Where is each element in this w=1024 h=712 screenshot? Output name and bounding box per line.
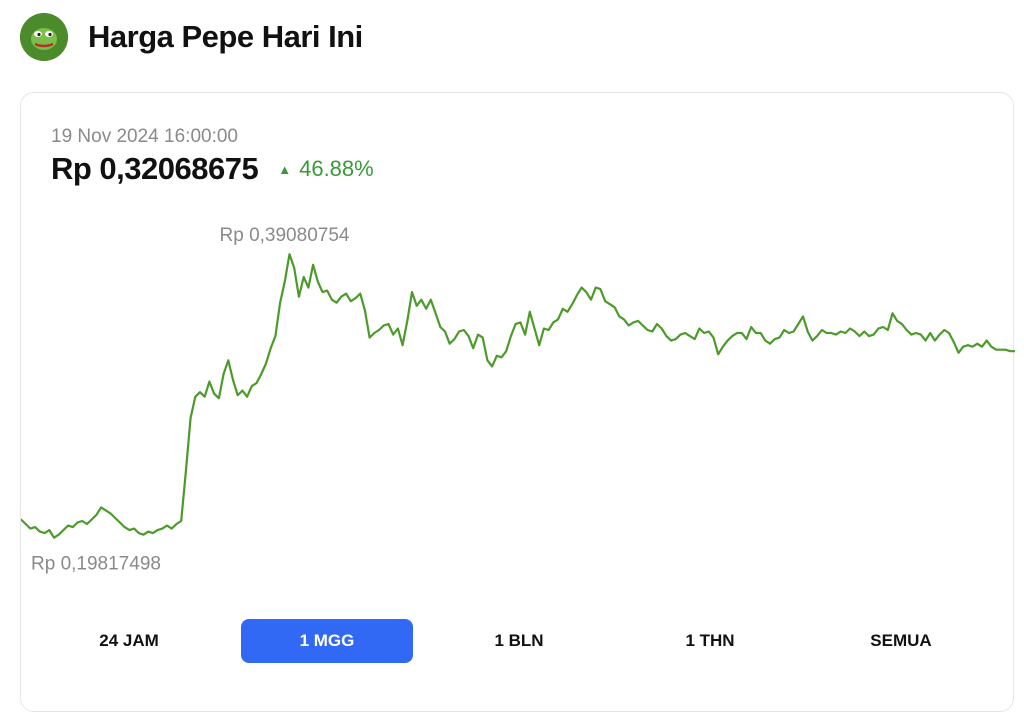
chart-min-label: Rp 0,19817498: [31, 554, 161, 575]
page-title: Harga Pepe Hari Ini: [88, 19, 363, 54]
chart-max-label: Rp 0,39080754: [220, 225, 350, 246]
timeframe-tabs: 24 JAM 1 MGG 1 BLN 1 THN SEMUA: [21, 619, 1015, 663]
tab-1-bln[interactable]: 1 BLN: [494, 631, 544, 650]
header: Harga Pepe Hari Ini: [20, 12, 363, 62]
price-series-line: [21, 253, 1015, 539]
tab-1-thn[interactable]: 1 THN: [685, 631, 735, 650]
tab-semua[interactable]: SEMUA: [870, 631, 932, 650]
tab-24-jam[interactable]: 24 JAM: [99, 631, 159, 650]
price-row: Rp 0,32068675 ▲ 46.88%: [51, 151, 374, 187]
price-change-percent: 46.88%: [299, 156, 374, 181]
price-timestamp: 19 Nov 2024 16:00:00: [51, 126, 238, 147]
pepe-frog-icon: [20, 13, 68, 61]
price-change: ▲ 46.88%: [278, 156, 374, 182]
current-price: Rp 0,32068675: [51, 151, 259, 186]
price-line-chart[interactable]: Rp 0,39080754 Rp 0,19817498: [21, 93, 1015, 613]
price-chart-card: 19 Nov 2024 16:00:00 Rp 0,32068675 ▲ 46.…: [20, 92, 1015, 712]
tab-1-mgg[interactable]: 1 MGG: [241, 619, 413, 663]
triangle-up-icon: ▲: [278, 161, 292, 177]
